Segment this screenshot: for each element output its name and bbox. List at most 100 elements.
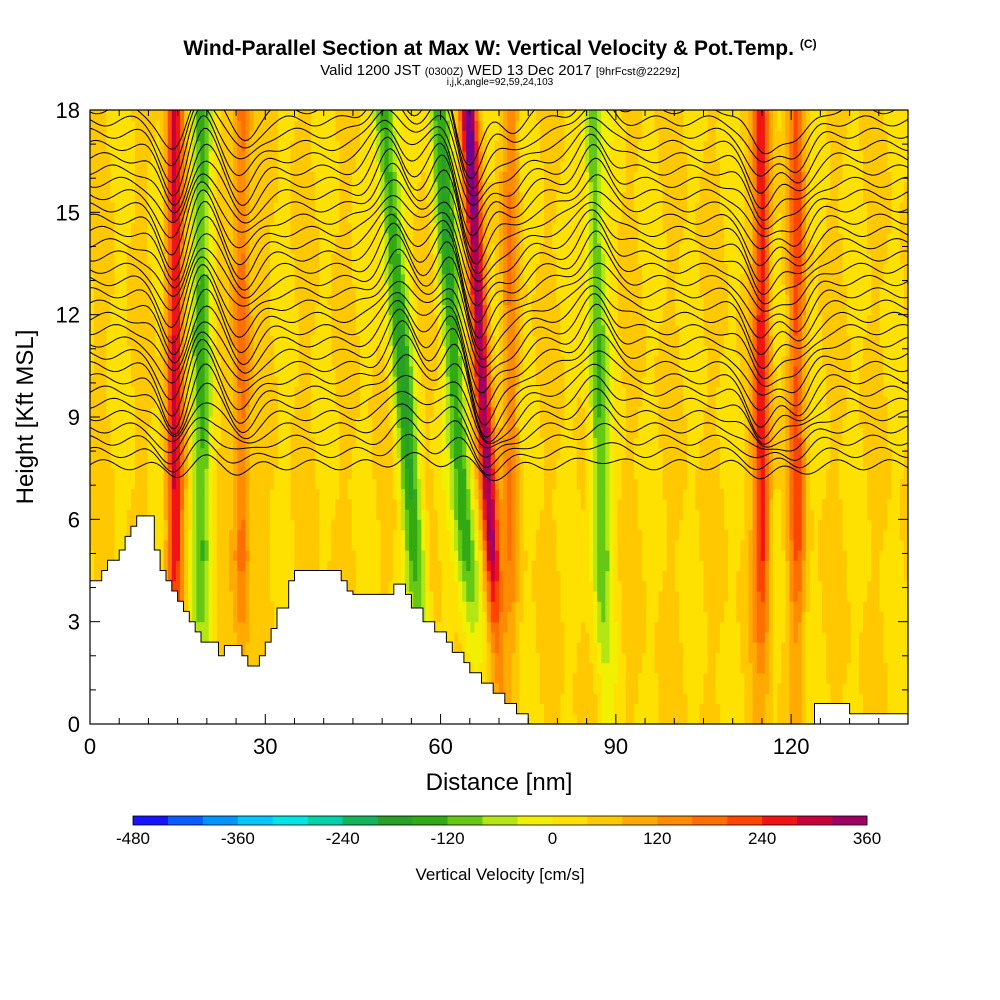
velocity-cell — [768, 611, 774, 623]
velocity-cell — [351, 580, 357, 592]
velocity-cell — [621, 519, 627, 531]
velocity-cell — [454, 509, 459, 520]
velocity-cell — [179, 488, 185, 500]
velocity-cell — [609, 683, 615, 694]
velocity-cell — [854, 683, 860, 694]
velocity-cell — [863, 652, 868, 664]
velocity-cell — [691, 488, 696, 500]
velocity-cell — [515, 539, 521, 551]
velocity-cell — [212, 611, 218, 623]
velocity-cell — [850, 488, 856, 500]
velocity-cell — [388, 570, 394, 582]
velocity-cell — [114, 509, 120, 520]
velocity-cell — [384, 509, 390, 520]
velocity-cell — [535, 560, 541, 572]
velocity-cell — [736, 652, 741, 664]
velocity-cell — [286, 560, 292, 572]
velocity-cell — [584, 539, 590, 551]
velocity-cell — [818, 652, 823, 664]
velocity-cell — [646, 468, 651, 479]
velocity-cell — [314, 529, 320, 541]
velocity-cell — [687, 683, 692, 694]
velocity-cell — [781, 519, 786, 531]
velocity-cell — [793, 519, 799, 531]
velocity-cell — [237, 478, 242, 490]
velocity-cell — [662, 713, 668, 724]
velocity-cell — [441, 478, 447, 490]
velocity-cell — [462, 550, 467, 561]
velocity-cell — [269, 580, 275, 592]
velocity-cell — [678, 652, 684, 664]
velocity-cell — [511, 611, 516, 623]
velocity-cell — [490, 550, 496, 561]
velocity-cell — [805, 468, 811, 479]
velocity-cell — [519, 519, 525, 531]
velocity-cell — [670, 498, 676, 510]
velocity-cell — [617, 713, 623, 724]
velocity-cell — [519, 703, 525, 715]
velocity-cell — [646, 498, 651, 510]
velocity-cell — [764, 488, 770, 500]
velocity-cell — [707, 631, 713, 643]
velocity-cell — [719, 580, 725, 592]
velocity-cell — [699, 550, 705, 561]
velocity-cell — [822, 621, 827, 633]
velocity-cell — [449, 560, 455, 572]
velocity-cell — [118, 509, 124, 520]
velocity-cell — [605, 590, 611, 602]
velocity-cell — [683, 509, 688, 520]
velocity-cell — [711, 468, 717, 479]
velocity-cell — [662, 550, 668, 561]
velocity-cell — [212, 631, 218, 643]
velocity-cell — [748, 560, 754, 572]
velocity-cell — [343, 509, 349, 520]
velocity-cell — [678, 509, 684, 520]
velocity-cell — [229, 519, 234, 531]
velocity-cell — [863, 539, 868, 551]
velocity-cell — [404, 478, 410, 490]
velocity-cell — [629, 662, 635, 674]
velocity-cell — [204, 498, 210, 510]
velocity-cell — [347, 509, 353, 520]
velocity-cell — [593, 611, 598, 623]
velocity-cell — [781, 621, 786, 633]
velocity-cell — [879, 488, 885, 500]
velocity-cell — [797, 570, 803, 582]
velocity-cell — [683, 703, 688, 715]
velocity-cell — [883, 590, 889, 602]
velocity-cell — [818, 693, 823, 705]
velocity-cell — [670, 560, 676, 572]
velocity-cell — [372, 488, 377, 500]
velocity-cell — [319, 488, 324, 500]
velocity-cell — [597, 519, 602, 531]
velocity-cell — [139, 498, 144, 510]
velocity-cell — [445, 601, 451, 613]
velocity-cell — [245, 570, 251, 582]
velocity-cell — [552, 713, 557, 724]
velocity-cell — [723, 601, 729, 613]
velocity-cell — [863, 621, 868, 633]
velocity-cell — [629, 550, 635, 561]
velocity-cell — [511, 693, 516, 705]
velocity-cell — [613, 703, 619, 715]
velocity-cell — [838, 498, 844, 510]
velocity-cell — [482, 642, 488, 653]
velocity-cell — [568, 478, 574, 490]
velocity-cell — [278, 519, 283, 531]
velocity-cell — [732, 642, 737, 653]
velocity-cell — [633, 468, 639, 479]
velocity-cell — [580, 642, 586, 653]
velocity-cell — [740, 693, 745, 705]
velocity-cell — [777, 642, 782, 653]
velocity-cell — [617, 662, 623, 674]
velocity-cell — [863, 631, 868, 643]
velocity-cell — [629, 683, 635, 694]
velocity-cell — [863, 498, 868, 510]
velocity-cell — [572, 498, 578, 510]
velocity-cell — [658, 693, 664, 705]
velocity-cell — [662, 683, 668, 694]
velocity-cell — [470, 631, 476, 643]
velocity-cell — [625, 570, 631, 582]
velocity-cell — [543, 601, 549, 613]
velocity-cell — [253, 652, 259, 664]
